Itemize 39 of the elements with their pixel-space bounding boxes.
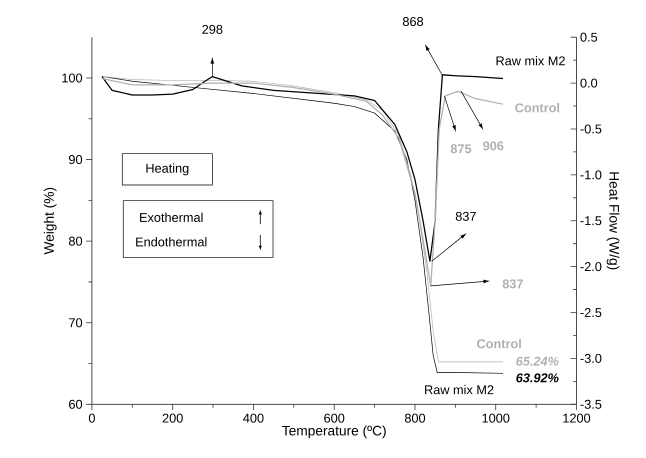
series-label: Control <box>515 102 560 112</box>
text: 298 <box>202 24 222 34</box>
y2-tick-label: -0.5 <box>580 124 602 134</box>
y-tick-label: 100 <box>62 73 82 82</box>
y2-tick-label: -2.5 <box>580 308 602 317</box>
x-tick-label: 1000 <box>482 414 510 423</box>
annotation: Endothermal <box>136 237 206 246</box>
annotation: 63.92% <box>516 373 559 382</box>
y2-tick-label: 0.0 <box>580 78 598 88</box>
x-tick-label: 0 <box>88 414 95 423</box>
y2-tick-label: -3.5 <box>580 400 602 409</box>
y-tick-label: 90 <box>69 154 82 164</box>
x-tick-label: 400 <box>243 414 264 423</box>
annotation: 837 <box>456 212 476 221</box>
x-tick-label: 800 <box>404 414 426 423</box>
y-tick-label: 70 <box>69 318 82 328</box>
y2-axis-title: Heat Flow (W/g) <box>606 172 620 270</box>
y2-tick-label: -1.0 <box>580 170 602 180</box>
annotation: 906 <box>483 141 504 150</box>
y-axis-title: Weight (%) <box>44 188 57 254</box>
x-axis-title: Temperature (ºC) <box>282 425 386 438</box>
y-tick-label: 60 <box>69 400 82 409</box>
annotation: 875 <box>450 144 472 154</box>
x-tick-label: 600 <box>324 414 344 423</box>
annotation: 837 <box>502 279 523 288</box>
series-label: Raw mix M2 <box>496 56 565 66</box>
annotation: Heating <box>146 163 188 176</box>
annotation: Exothermal <box>140 212 203 222</box>
annotation: 65.24% <box>516 356 559 366</box>
x-tick-label: 1200 <box>563 414 590 423</box>
y-tick-label: 80 <box>68 236 82 246</box>
y2-tick-label: 0.5 <box>580 32 598 42</box>
y2-tick-label: -1.5 <box>580 216 602 226</box>
series-label: Raw mix M2 <box>425 384 494 394</box>
y2-tick-label: -2.0 <box>580 262 602 272</box>
y2-tick-label: -3.0 <box>580 354 602 363</box>
x-tick-label: 200 <box>162 414 183 423</box>
text: 868 <box>402 16 424 26</box>
series-label: Control <box>477 338 521 348</box>
